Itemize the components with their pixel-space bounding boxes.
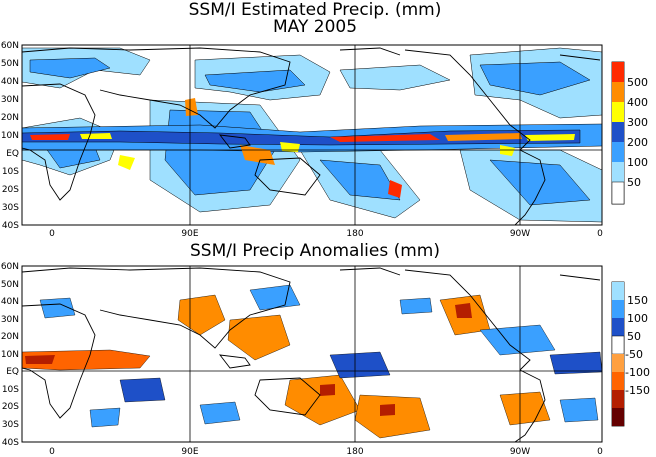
top-lat-tick: 10N: [1, 131, 19, 141]
bottom-cb-swatch: [611, 335, 625, 355]
top-lon-axis: 0 90E 180 90W 0: [49, 229, 603, 239]
top-cb-label: 50: [627, 176, 641, 189]
bottom-anomaly-field: [22, 284, 602, 439]
top-cb-label: 500: [627, 76, 648, 89]
top-lon-tick: 0: [49, 229, 55, 239]
top-title-line1: SSM/I Estimated Precip. (mm): [189, 0, 442, 20]
bottom-cb-swatch: [612, 354, 624, 372]
bottom-lat-tick: 20N: [1, 332, 19, 342]
bottom-lat-axis: 60N 50N 40N 30N 20N 10N EQ 10S 20S 30S 4…: [1, 262, 19, 448]
top-cb-swatch: [611, 181, 625, 205]
bottom-lat-tick: 10S: [2, 385, 19, 395]
top-lat-tick: 30N: [1, 95, 19, 105]
top-cb-swatch: [612, 162, 624, 182]
bottom-cb-label: -50: [625, 348, 643, 361]
bottom-lat-tick: 60N: [1, 262, 19, 272]
top-lon-tick: 0: [597, 229, 603, 239]
top-cb-swatch: [612, 62, 624, 82]
bottom-lat-tick: EQ: [6, 367, 19, 377]
top-cb-label: 300: [627, 116, 648, 129]
bottom-lat-tick: 40S: [2, 438, 19, 448]
bottom-lon-tick: 180: [346, 447, 363, 457]
top-lat-tick: 40N: [1, 77, 19, 87]
top-colorbar: 500 400 300 200 100 50: [611, 61, 648, 205]
bottom-lat-tick: 20S: [2, 402, 19, 412]
bottom-cb-label: -100: [625, 366, 650, 379]
top-lat-tick: 10S: [2, 167, 19, 177]
top-map: [21, 44, 603, 226]
bottom-title: SSM/I Precip Anomalies (mm): [190, 241, 440, 261]
top-lat-tick: 60N: [1, 41, 19, 51]
top-cb-label: 100: [627, 156, 648, 169]
bottom-cb-label: 100: [627, 312, 648, 325]
bottom-lon-tick: 90E: [181, 447, 198, 457]
bottom-cb-label: -150: [625, 384, 650, 397]
bottom-lon-tick: 0: [49, 447, 55, 457]
bottom-cb-swatch: [612, 300, 624, 318]
top-lat-tick: 20N: [1, 113, 19, 123]
bottom-lon-axis: 0 90E 180 90W 0: [49, 447, 603, 457]
bottom-lon-tick: 0: [597, 447, 603, 457]
bottom-cb-swatch: [612, 408, 624, 426]
bottom-lat-tick: 50N: [1, 280, 19, 290]
bottom-cb-swatch: [612, 372, 624, 390]
top-cb-label: 400: [627, 96, 648, 109]
bottom-coastlines: [22, 267, 601, 442]
top-precip-field: [22, 47, 602, 223]
top-lon-tick: 90W: [510, 229, 530, 239]
top-lat-tick: 40S: [2, 221, 19, 231]
bottom-colorbar: 150 100 50 -50 -100 -150: [611, 281, 650, 427]
top-lat-axis: 60N 50N 40N 30N 20N 10N EQ 10S 20S 30S 4…: [1, 41, 19, 231]
top-cb-label: 200: [627, 136, 648, 149]
bottom-cb-label: 150: [627, 294, 648, 307]
top-lat-tick: EQ: [6, 149, 19, 159]
top-coastlines: [22, 47, 601, 225]
top-cb-swatch: [612, 142, 624, 162]
top-cb-swatch: [612, 122, 624, 142]
bottom-lat-tick: 30N: [1, 315, 19, 325]
top-lat-tick: 30S: [2, 203, 19, 213]
top-lat-tick: 50N: [1, 59, 19, 69]
bottom-map: [21, 265, 603, 443]
bottom-cb-label: 50: [627, 330, 641, 343]
top-cb-swatch: [612, 82, 624, 102]
bottom-lat-tick: 40N: [1, 297, 19, 307]
top-lon-tick: 90E: [181, 229, 198, 239]
bottom-cb-swatch: [612, 318, 624, 336]
bottom-cb-swatch: [612, 282, 624, 300]
bottom-lat-tick: 10N: [1, 350, 19, 360]
top-cb-swatch: [612, 102, 624, 122]
bottom-lon-tick: 90W: [510, 447, 530, 457]
top-lat-tick: 20S: [2, 185, 19, 195]
bottom-cb-swatch: [612, 390, 624, 408]
top-title-line2: MAY 2005: [273, 17, 357, 37]
top-lon-tick: 180: [346, 229, 363, 239]
bottom-lat-tick: 30S: [2, 420, 19, 430]
